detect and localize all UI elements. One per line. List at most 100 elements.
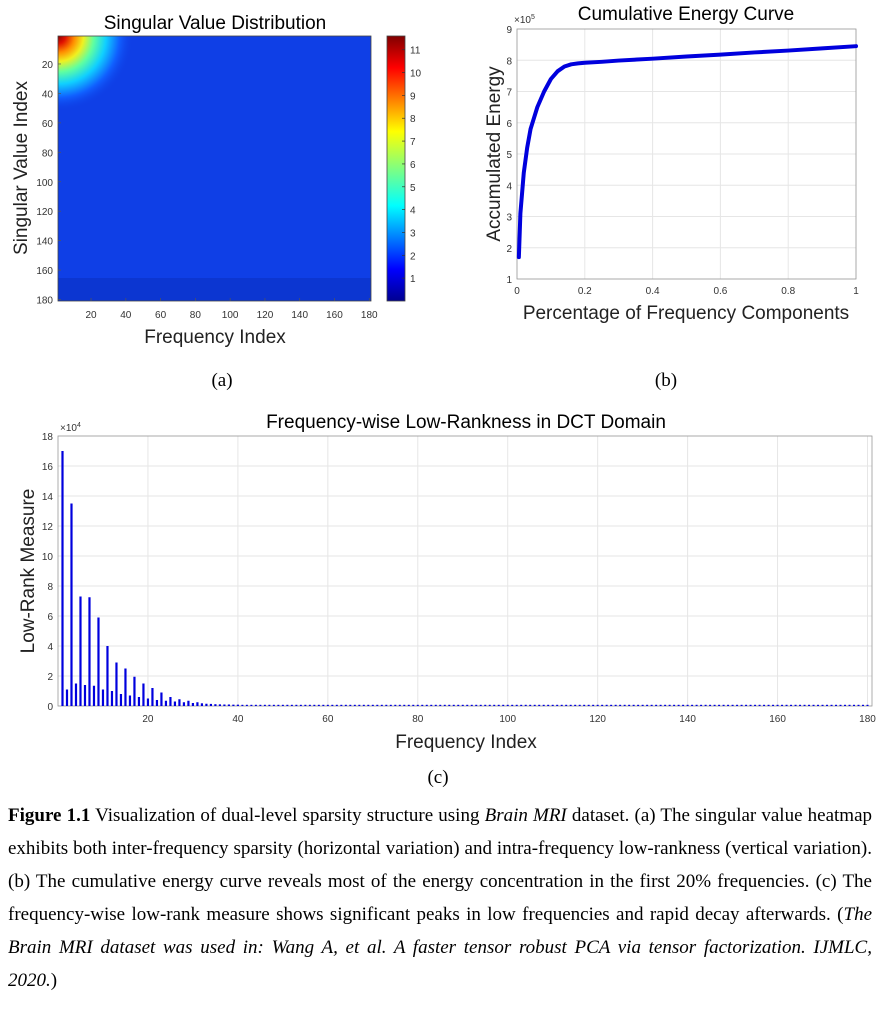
- lowrank-tail-bar: [772, 704, 775, 706]
- heatmap-x-label: Frequency Index: [144, 327, 286, 348]
- lowrank-tail-bar: [389, 704, 392, 706]
- energy-y-tick-label: 8: [506, 56, 512, 67]
- lowrank-tail-bar: [475, 704, 478, 706]
- lowrank-x-tick-label: 80: [412, 714, 424, 725]
- lowrank-tail-bar: [533, 704, 536, 706]
- lowrank-bar: [151, 688, 154, 706]
- heatmap-title: Singular Value Distribution: [104, 13, 327, 34]
- lowrank-tail-bar: [650, 704, 653, 706]
- lowrank-bar: [191, 703, 195, 706]
- lowrank-tail-bar: [322, 704, 325, 706]
- lowrank-tail-bar: [538, 704, 541, 706]
- caption-text-1: Visualization of dual-level sparsity str…: [90, 805, 485, 826]
- heatmap-x-tick-label: 180: [361, 310, 378, 321]
- lowrank-tail-bar: [349, 704, 352, 706]
- heatmap-hotspot: [58, 36, 178, 116]
- colorbar-tick-label: 4: [410, 206, 416, 217]
- lowrank-tail-bar: [263, 704, 266, 706]
- lowrank-tail-bar: [241, 704, 244, 706]
- heatmap-y-tick-label: 40: [42, 89, 54, 100]
- lowrank-tail-bar: [461, 704, 464, 706]
- lowrank-bar: [88, 597, 91, 706]
- lowrank-tail-bar: [655, 704, 658, 706]
- lowrank-tail-bar: [722, 704, 725, 706]
- lowrank-tail-bar: [272, 704, 275, 706]
- lowrank-bar: [65, 689, 69, 706]
- caption-text-3: ): [50, 970, 58, 991]
- lowrank-tail-bar: [569, 704, 572, 706]
- lowrank-tail-bar: [862, 704, 865, 706]
- lowrank-title: Frequency-wise Low-Rankness in DCT Domai…: [266, 412, 666, 433]
- lowrank-tail-bar: [578, 704, 581, 706]
- lowrank-tail-bar: [259, 704, 262, 706]
- lowrank-bars: [61, 451, 869, 706]
- lowrank-bar: [160, 692, 163, 706]
- lowrank-x-tick-label: 180: [859, 714, 876, 725]
- lowrank-tail-bar: [659, 704, 662, 706]
- lowrank-tail-bar: [394, 704, 397, 706]
- lowrank-bar: [236, 704, 239, 706]
- heatmap-y-tick-label: 80: [42, 148, 54, 159]
- energy-frame: [516, 28, 857, 280]
- colorbar-tick-label: 9: [410, 91, 416, 102]
- lowrank-bar: [196, 702, 199, 706]
- lowrank-tail-bar: [277, 704, 280, 706]
- lowrank-y-label: Low-Rank Measure: [18, 489, 39, 654]
- energy-y-tick-label: 9: [506, 25, 512, 36]
- lowrank-tail-bar: [853, 704, 856, 706]
- lowrank-tail-bar: [250, 704, 253, 706]
- figure-caption: Figure 1.1 Visualization of dual-level s…: [8, 799, 872, 997]
- lowrank-bar: [173, 701, 177, 706]
- lowrank-y-exponent: ×104: [60, 422, 81, 434]
- lowrank-tail-bar: [731, 704, 734, 706]
- heatmap-y-tick-label: 140: [36, 237, 53, 248]
- lowrank-tail-bar: [821, 704, 824, 706]
- lowrank-tail-bar: [515, 704, 518, 706]
- lowrank-tail-bar: [601, 704, 604, 706]
- lowrank-tail-bar: [830, 704, 833, 706]
- lowrank-chart: Frequency-wise Low-Rankness in DCT Domai…: [18, 412, 876, 753]
- energy-y-exponent: ×105: [514, 14, 535, 26]
- lowrank-bar: [178, 699, 181, 706]
- lowrank-tail-bar: [700, 704, 703, 706]
- lowrank-tail-bar: [803, 704, 806, 706]
- lowrank-bar: [128, 695, 132, 706]
- energy-x-tick-label: 1: [853, 286, 859, 297]
- heatmap-bottom-band: [58, 278, 371, 301]
- heatmap-x-tick-label: 40: [120, 310, 132, 321]
- lowrank-tail-bar: [457, 704, 460, 706]
- heatmap-y-tick-label: 20: [42, 60, 54, 71]
- colorbar-tick-label: 8: [410, 114, 416, 125]
- lowrank-tail-bar: [353, 704, 356, 706]
- energy-y-tick-label: 2: [506, 244, 512, 255]
- lowrank-tail-bar: [610, 704, 613, 706]
- lowrank-tail-bar: [835, 704, 838, 706]
- lowrank-y-tick-label: 0: [47, 702, 53, 713]
- lowrank-bar: [214, 704, 217, 706]
- lowrank-bar: [200, 703, 204, 706]
- lowrank-tail-bar: [574, 704, 577, 706]
- lowrank-tail-bar: [335, 704, 338, 706]
- lowrank-tail-bar: [668, 704, 671, 706]
- subcaption-a: (a): [211, 370, 232, 391]
- lowrank-bar: [133, 676, 136, 706]
- lowrank-tail-bar: [619, 704, 622, 706]
- lowrank-tail-bar: [470, 704, 473, 706]
- lowrank-tail-bar: [686, 704, 689, 706]
- lowrank-bar: [110, 691, 114, 706]
- lowrank-tail-bar: [497, 704, 500, 706]
- lowrank-tail-bar: [326, 704, 329, 706]
- caption-label: Figure 1.1: [8, 805, 91, 826]
- caption-dataset: Brain MRI: [484, 805, 567, 826]
- lowrank-y-tick-label: 18: [42, 432, 54, 443]
- lowrank-tail-bar: [844, 704, 847, 706]
- lowrank-tail-bar: [385, 704, 388, 706]
- lowrank-tail-bar: [443, 704, 446, 706]
- lowrank-bar: [97, 617, 100, 706]
- lowrank-tail-bar: [254, 704, 257, 706]
- lowrank-tail-bar: [587, 704, 590, 706]
- lowrank-tail-bar: [736, 704, 739, 706]
- energy-y-tick-label: 5: [506, 150, 512, 161]
- lowrank-tail-bar: [632, 704, 635, 706]
- lowrank-tail-bar: [758, 704, 761, 706]
